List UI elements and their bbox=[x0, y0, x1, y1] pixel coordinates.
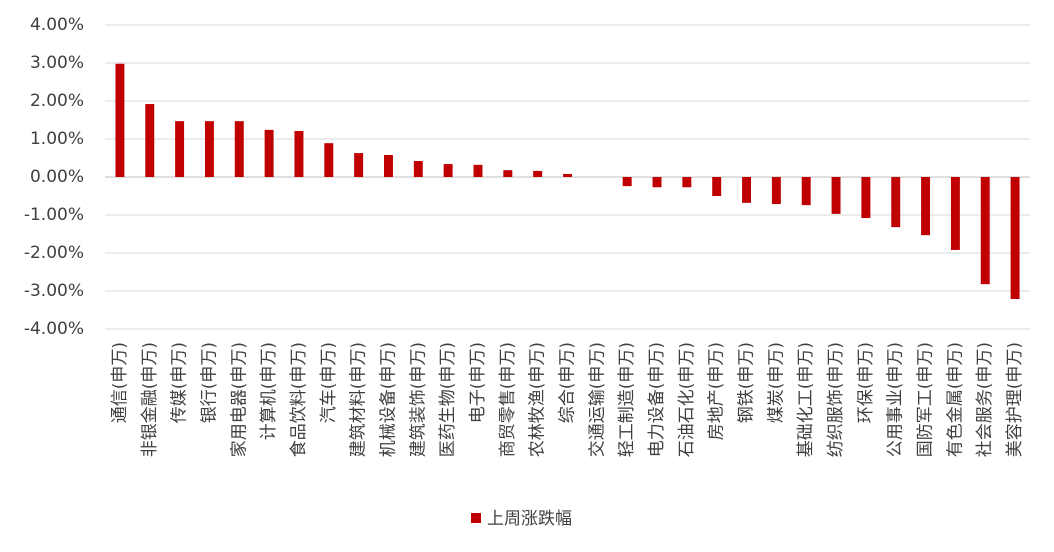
bar bbox=[921, 177, 931, 236]
bar bbox=[383, 154, 393, 177]
bar bbox=[1010, 177, 1020, 299]
x-tick-label: 农林牧渔(申万) bbox=[528, 342, 548, 457]
x-tick-label: 银行(申万) bbox=[199, 342, 219, 423]
bar bbox=[742, 177, 752, 203]
x-tick-label: 传媒(申万) bbox=[170, 342, 190, 423]
bar bbox=[473, 164, 483, 177]
bar bbox=[294, 131, 304, 177]
x-tick-label: 房地产(申万) bbox=[707, 342, 727, 440]
bar bbox=[115, 63, 125, 178]
bar bbox=[324, 143, 334, 177]
x-tick-label: 钢铁(申万) bbox=[737, 342, 757, 423]
y-tick-label: -1.00% bbox=[24, 205, 84, 225]
bar bbox=[950, 177, 960, 250]
y-tick-label: 1.00% bbox=[30, 129, 84, 149]
x-tick-label: 环保(申万) bbox=[856, 342, 876, 423]
x-tick-label: 基础化工(申万) bbox=[796, 342, 816, 457]
bar bbox=[801, 177, 811, 206]
bar bbox=[622, 177, 632, 187]
bar bbox=[891, 177, 901, 228]
bar bbox=[204, 121, 214, 177]
x-tick-label: 轻工制造(申万) bbox=[617, 342, 637, 457]
x-tick-label: 汽车(申万) bbox=[319, 342, 339, 423]
y-tick-label: 2.00% bbox=[30, 91, 84, 111]
bar bbox=[980, 177, 990, 285]
x-tick-label: 通信(申万) bbox=[110, 342, 130, 423]
x-tick-label: 商贸零售(申万) bbox=[498, 342, 518, 457]
bar bbox=[413, 161, 423, 177]
x-tick-label: 石油石化(申万) bbox=[677, 342, 697, 457]
y-tick-label: 4.00% bbox=[30, 15, 84, 35]
x-tick-label: 社会服务(申万) bbox=[975, 342, 995, 457]
bar bbox=[831, 177, 841, 214]
bar bbox=[861, 177, 871, 219]
bar bbox=[145, 104, 155, 177]
bar bbox=[175, 121, 185, 177]
x-tick-label: 非银金融(申万) bbox=[140, 342, 160, 457]
bar bbox=[503, 170, 513, 177]
bar bbox=[533, 170, 543, 177]
y-tick-label: 0.00% bbox=[30, 167, 84, 187]
legend-label: 上周涨跌幅 bbox=[487, 509, 572, 529]
bar bbox=[563, 173, 572, 177]
x-tick-label: 电力设备(申万) bbox=[647, 342, 667, 457]
bar bbox=[771, 177, 781, 204]
bar bbox=[443, 164, 453, 177]
x-tick-label: 家用电器(申万) bbox=[229, 342, 249, 457]
x-tick-label: 建筑材料(申万) bbox=[349, 342, 369, 457]
x-tick-label: 国防军工(申万) bbox=[916, 342, 936, 457]
x-tick-label: 计算机(申万) bbox=[259, 342, 279, 440]
y-tick-label: -3.00% bbox=[24, 281, 84, 301]
x-tick-label: 医药生物(申万) bbox=[438, 342, 458, 457]
x-tick-label: 交通运输(申万) bbox=[587, 342, 607, 457]
bar bbox=[234, 121, 244, 177]
x-tick-label: 纺织服饰(申万) bbox=[826, 342, 846, 457]
y-tick-label: 3.00% bbox=[30, 53, 84, 73]
legend-swatch bbox=[471, 513, 481, 523]
bar bbox=[264, 129, 274, 177]
x-tick-label: 有色金属(申万) bbox=[945, 342, 965, 457]
x-tick-label: 建筑装饰(申万) bbox=[408, 342, 428, 457]
bar bbox=[682, 177, 692, 188]
x-tick-label: 煤炭(申万) bbox=[766, 342, 786, 423]
x-tick-label: 机械设备(申万) bbox=[378, 342, 398, 457]
y-tick-label: -4.00% bbox=[24, 319, 84, 339]
x-tick-label: 食品饮料(申万) bbox=[289, 342, 309, 457]
bar bbox=[354, 153, 364, 177]
x-tick-label: 综合(申万) bbox=[558, 342, 578, 423]
x-tick-label: 公用事业(申万) bbox=[886, 342, 906, 457]
bar bbox=[712, 177, 722, 196]
x-tick-label: 美容护理(申万) bbox=[1005, 342, 1025, 457]
x-tick-label: 电子(申万) bbox=[468, 342, 488, 423]
y-tick-label: -2.00% bbox=[24, 243, 84, 263]
bar bbox=[652, 177, 662, 188]
